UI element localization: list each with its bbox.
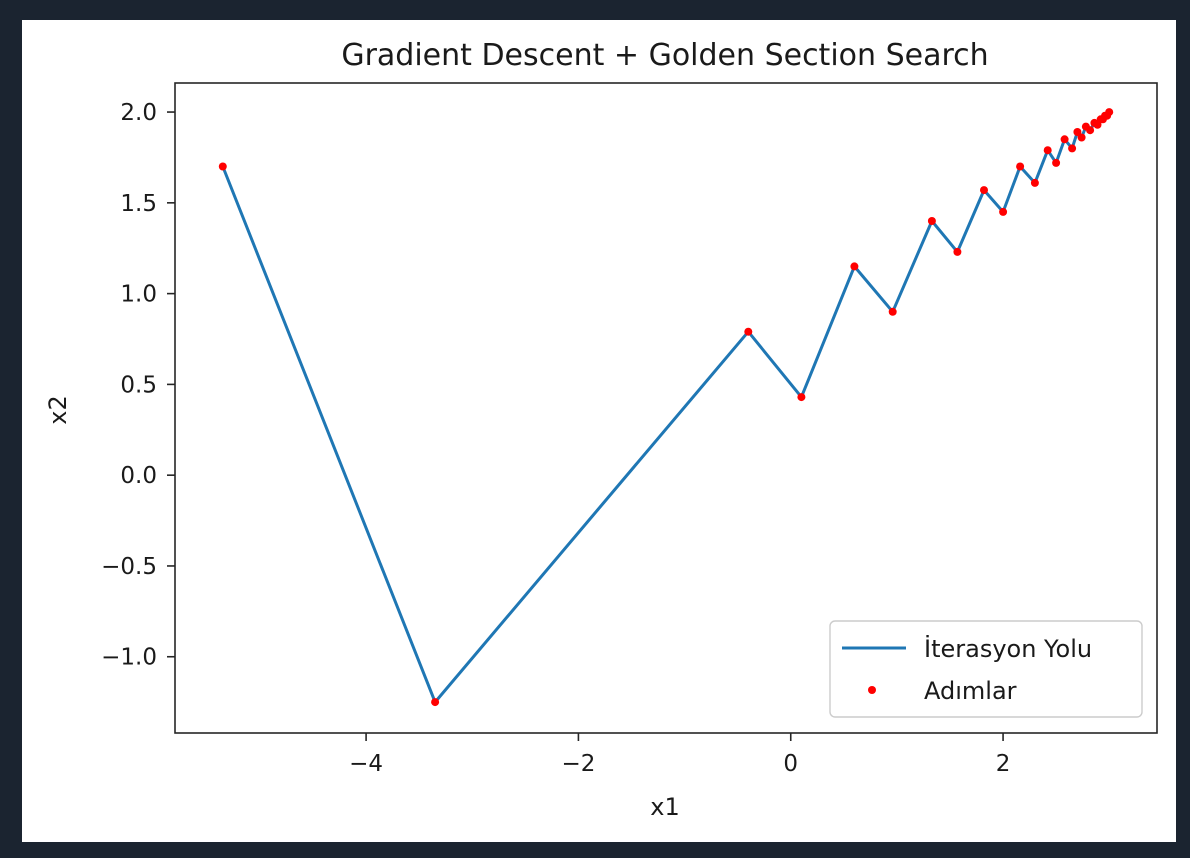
y-tick-label: 0.0 bbox=[120, 463, 157, 489]
plot-area-frame bbox=[174, 82, 1158, 734]
step-point bbox=[1073, 128, 1082, 136]
step-point bbox=[1030, 178, 1039, 187]
step-point bbox=[1068, 144, 1077, 153]
step-point bbox=[1016, 162, 1025, 171]
step-point bbox=[218, 162, 227, 171]
y-axis-label: x2 bbox=[44, 395, 72, 424]
x-tick-label: 0 bbox=[783, 751, 798, 777]
step-point bbox=[1060, 135, 1069, 144]
step-point bbox=[1086, 126, 1095, 135]
step-point bbox=[999, 207, 1008, 216]
legend-label-steps: Adımlar bbox=[924, 677, 1017, 705]
step-point bbox=[850, 262, 859, 271]
y-tick-label: 1.0 bbox=[120, 282, 157, 308]
legend-box bbox=[829, 620, 1143, 718]
y-axis-ticks: 2.0 1.5 1.0 0.5 0.0 −0.5 −1.0 bbox=[101, 100, 175, 671]
x-axis-label: x1 bbox=[650, 793, 679, 821]
x-tick-label: −4 bbox=[349, 751, 383, 777]
chart: Gradient Descent + Golden Section Search… bbox=[44, 38, 1158, 821]
legend-marker-swatch bbox=[868, 686, 876, 694]
y-tick-label: −1.0 bbox=[101, 645, 157, 671]
step-point bbox=[927, 217, 936, 225]
series-layer bbox=[218, 108, 1114, 707]
y-tick-label: −0.5 bbox=[101, 554, 157, 580]
step-point bbox=[744, 327, 753, 336]
step-point bbox=[431, 698, 440, 707]
x-tick-label: 2 bbox=[996, 751, 1011, 777]
step-point bbox=[888, 307, 897, 316]
chart-title: Gradient Descent + Golden Section Search bbox=[341, 38, 988, 73]
step-point bbox=[1043, 146, 1052, 155]
y-tick-label: 0.5 bbox=[120, 372, 157, 398]
y-tick-label: 1.5 bbox=[120, 191, 157, 217]
step-point bbox=[1105, 108, 1114, 117]
figure: Gradient Descent + Golden Section Search… bbox=[22, 20, 1176, 842]
step-point bbox=[1077, 133, 1086, 142]
legend-label-path: İterasyon Yolu bbox=[924, 634, 1092, 663]
step-point bbox=[953, 247, 962, 256]
iteration-path-line bbox=[221, 110, 1111, 704]
x-axis-ticks: −4 −2 0 2 bbox=[349, 733, 1010, 777]
legend: İterasyon Yolu Adımlar bbox=[829, 620, 1143, 718]
step-point bbox=[980, 186, 988, 195]
step-point bbox=[797, 393, 806, 402]
y-tick-label: 2.0 bbox=[120, 100, 157, 126]
step-point bbox=[1052, 158, 1061, 167]
x-tick-label: −2 bbox=[561, 751, 595, 777]
